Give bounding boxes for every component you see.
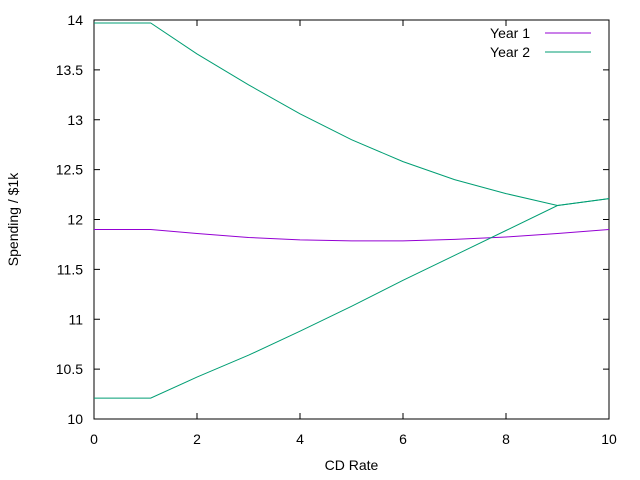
y-tick-label: 13.5 xyxy=(56,62,83,78)
y-tick-label: 10.5 xyxy=(56,361,83,377)
y-tick-label: 11 xyxy=(68,311,83,327)
series-line xyxy=(94,198,610,399)
series-line xyxy=(94,229,610,242)
series-line xyxy=(94,22,610,207)
x-axis-title: CD Rate xyxy=(325,457,379,473)
x-tick-label: 10 xyxy=(601,431,617,447)
y-tick-label: 10 xyxy=(67,411,83,427)
y-tick-label: 12.5 xyxy=(56,162,83,178)
y-tick-label: 12 xyxy=(67,212,83,228)
legend-label: Year 1 xyxy=(490,25,530,41)
x-tick-label: 0 xyxy=(90,431,98,447)
series-layer xyxy=(94,22,610,399)
y-axis-title: Spending / $1k xyxy=(5,172,21,266)
y-tick-label: 11.5 xyxy=(57,261,83,277)
legend: Year 1 Year 2 xyxy=(490,25,591,60)
axis-ticks: 0 2 4 6 8 10 10 10.5 11 11.5 12 12.5 13 13.5 14 xyxy=(56,12,617,447)
y-tick-label: 14 xyxy=(67,12,83,28)
plot-frame xyxy=(93,19,610,420)
legend-label: Year 2 xyxy=(490,44,530,60)
x-tick-label: 8 xyxy=(502,431,510,447)
y-tick-label: 13 xyxy=(67,112,83,128)
x-tick-label: 6 xyxy=(399,431,407,447)
x-tick-label: 2 xyxy=(193,431,201,447)
x-tick-label: 4 xyxy=(296,431,304,447)
